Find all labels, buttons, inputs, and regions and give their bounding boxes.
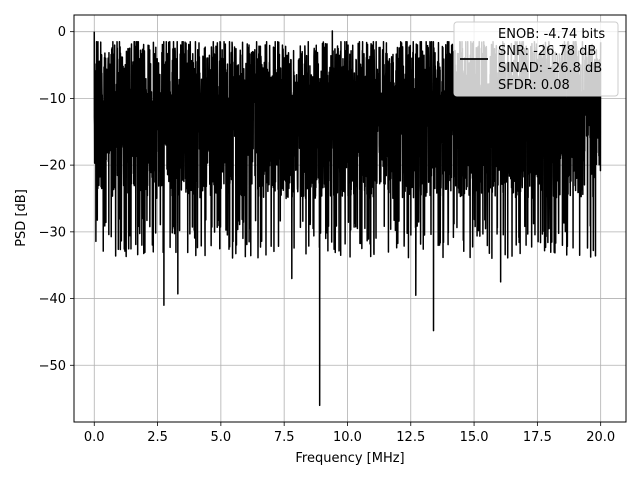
y-axis-ticks: 0 −10 −20 −30 −40 −50 xyxy=(39,25,74,374)
x-tick-label: 7.5 xyxy=(274,430,295,445)
x-tick-label: 5.0 xyxy=(211,430,232,445)
x-tick-label: 10.0 xyxy=(333,430,362,445)
y-tick-label: −30 xyxy=(39,225,66,240)
legend-box xyxy=(453,21,619,97)
y-axis-label: PSD [dB] xyxy=(14,189,29,247)
psd-line xyxy=(93,30,602,407)
x-axis-label: Frequency [MHz] xyxy=(295,451,404,466)
legend: ENOB: -4.74 bits SNR: -26.78 dB SINAD: -… xyxy=(453,21,619,97)
x-tick-label: 2.5 xyxy=(147,430,168,445)
y-tick-label: −50 xyxy=(39,359,66,374)
x-tick-label: 15.0 xyxy=(460,430,489,445)
x-axis-ticks: 0.0 2.5 5.0 7.5 10.0 12.5 15.0 17.5 20.0 xyxy=(84,422,615,445)
x-tick-label: 0.0 xyxy=(84,430,105,445)
legend-sinad: SINAD: -26.8 dB xyxy=(498,61,602,76)
legend-enob: ENOB: -4.74 bits xyxy=(498,27,605,42)
psd-series xyxy=(93,30,602,407)
y-tick-label: 0 xyxy=(58,25,66,40)
plot-frame xyxy=(73,14,627,423)
y-tick-label: −10 xyxy=(39,92,66,107)
y-tick-label: −40 xyxy=(39,292,66,307)
x-tick-label: 17.5 xyxy=(523,430,552,445)
x-tick-label: 20.0 xyxy=(586,430,615,445)
y-tick-label: −20 xyxy=(39,159,66,174)
legend-sfdr: SFDR: 0.08 xyxy=(498,78,570,93)
legend-snr: SNR: -26.78 dB xyxy=(498,44,596,59)
x-tick-label: 12.5 xyxy=(396,430,425,445)
